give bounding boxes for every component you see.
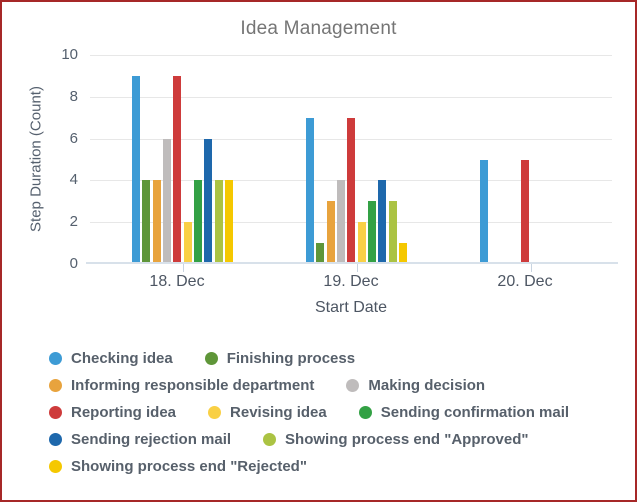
gridline	[90, 96, 612, 98]
bar-showing-process-end-rejected-19-dec[interactable]	[399, 243, 408, 262]
bar-informing-responsible-department-18-dec[interactable]	[152, 180, 161, 262]
legend-marker-icon	[49, 433, 62, 446]
bar-finishing-process-19-dec[interactable]	[316, 243, 325, 262]
legend-row: Reporting idea Revising idea Sending confi…	[49, 404, 569, 421]
bar-sending-confirmation-mail-18-dec[interactable]	[194, 180, 203, 262]
bar-finishing-process-18-dec[interactable]	[142, 180, 151, 262]
x-category-label: 19. Dec	[323, 273, 379, 290]
legend-label: Checking idea	[71, 350, 173, 367]
bar-checking-idea-18-dec[interactable]	[132, 75, 140, 262]
legend-label: Showing process end "Rejected"	[71, 458, 307, 475]
legend-marker-icon	[204, 352, 218, 365]
legend-item-checking-idea[interactable]: Checking idea	[49, 350, 173, 367]
bar-reporting-idea-19-dec[interactable]	[347, 117, 356, 262]
legend-label: Informing responsible department	[71, 377, 315, 394]
plot-area	[86, 55, 618, 272]
legend-marker-icon	[49, 460, 62, 473]
bar-revising-idea-19-dec[interactable]	[357, 222, 366, 262]
x-category-label: 18. Dec	[149, 273, 205, 290]
y-tick-label: 10	[61, 46, 78, 63]
legend-label: Finishing process	[226, 350, 356, 367]
legend-marker-icon	[208, 406, 222, 419]
legend-row: Sending rejection mail Showing process en…	[49, 431, 569, 448]
legend-item-finishing-process[interactable]: Finishing process	[204, 350, 356, 367]
bar-making-decision-19-dec[interactable]	[337, 180, 346, 262]
bar-showing-process-end-approved-19-dec[interactable]	[388, 201, 397, 262]
legend-label: Revising idea	[230, 404, 327, 421]
y-tick-label: 6	[69, 129, 78, 147]
y-tick-label: 8	[69, 87, 78, 105]
bar-making-decision-18-dec[interactable]	[163, 138, 172, 262]
gridline	[90, 55, 612, 56]
chart-title: Idea Management	[240, 18, 397, 39]
bar-showing-process-end-approved-18-dec[interactable]	[214, 180, 223, 262]
x-axis-tick	[357, 264, 358, 272]
bar-sending-rejection-mail-18-dec[interactable]	[204, 138, 213, 262]
legend-row: Checking idea Finishing process	[49, 350, 569, 367]
legend-marker-icon	[263, 433, 277, 446]
legend-item-informing-responsible-department[interactable]: Informing responsible department	[49, 377, 314, 394]
bar-checking-idea-20-dec[interactable]	[480, 159, 488, 262]
bar-reporting-idea-18-dec[interactable]	[173, 75, 182, 262]
bar-sending-rejection-mail-19-dec[interactable]	[378, 180, 387, 262]
x-axis-tick	[183, 264, 184, 272]
legend-label: Showing process end "Approved"	[285, 431, 529, 448]
legend-row: Informing responsible department Making d…	[49, 377, 569, 394]
bar-revising-idea-18-dec[interactable]	[183, 222, 192, 262]
bar-sending-confirmation-mail-19-dec[interactable]	[368, 201, 377, 262]
legend-item-sending-rejection-mail[interactable]: Sending rejection mail	[49, 431, 231, 448]
y-axis-tick-labels: 0 2 4 6 8 10	[22, 46, 78, 272]
x-axis-tick	[531, 264, 532, 272]
legend-label: Sending confirmation mail	[380, 404, 570, 421]
bar-checking-idea-19-dec[interactable]	[306, 117, 314, 262]
y-tick-label: 4	[69, 171, 78, 189]
legend-label: Making decision	[368, 377, 486, 394]
legend-marker-icon	[346, 379, 360, 392]
legend-item-showing-process-end-rejected[interactable]: Showing process end "Rejected"	[49, 458, 307, 475]
legend-marker-icon	[49, 406, 62, 419]
legend-item-revising-idea[interactable]: Revising idea	[208, 404, 327, 421]
bar-showing-process-end-rejected-18-dec[interactable]	[225, 180, 234, 262]
x-category-label: 20. Dec	[497, 273, 553, 290]
legend-marker-icon	[358, 406, 372, 419]
legend-item-showing-process-end-approved[interactable]: Showing process end "Approved"	[263, 431, 528, 448]
x-axis-category-labels: 18. Dec 19. Dec 20. Dec	[90, 273, 612, 293]
legend-marker-icon	[49, 379, 62, 392]
y-tick-label: 2	[69, 213, 78, 231]
legend-item-sending-confirmation-mail[interactable]: Sending confirmation mail	[358, 404, 570, 421]
legend-label: Sending rejection mail	[71, 431, 232, 448]
bar-informing-responsible-department-19-dec[interactable]	[326, 201, 335, 262]
x-axis-line	[86, 262, 618, 264]
legend: Checking idea Finishing process Informing …	[49, 350, 569, 475]
bar-reporting-idea-20-dec[interactable]	[521, 159, 530, 262]
legend-item-reporting-idea[interactable]: Reporting idea	[49, 404, 176, 421]
legend-row: Showing process end "Rejected"	[49, 458, 569, 475]
x-axis-title: Start Date	[314, 299, 388, 316]
legend-marker-icon	[49, 352, 62, 365]
legend-label: Reporting idea	[71, 404, 177, 421]
y-tick-label: 0	[69, 255, 78, 272]
legend-item-making-decision[interactable]: Making decision	[346, 377, 485, 394]
